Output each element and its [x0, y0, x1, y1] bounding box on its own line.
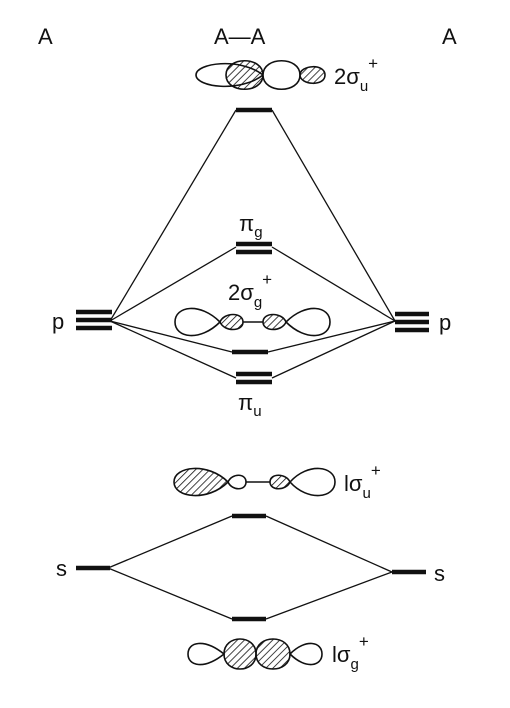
atom-a-right-label: A	[442, 24, 457, 49]
molecule-a2-label: A—A	[214, 24, 266, 49]
p-left-level	[76, 309, 112, 331]
pi-u-level	[236, 371, 272, 385]
sigma-2g-orbital-picture	[174, 307, 331, 337]
pi-g-level	[236, 241, 272, 255]
pi-g-label: πg	[239, 211, 263, 241]
p-left-label: p	[52, 309, 64, 334]
sigma-2g-label: 2σg+	[228, 270, 272, 311]
sigma-1g-orbital-picture	[187, 638, 323, 670]
s-left-label: s	[56, 556, 67, 581]
s-correlation-lines	[107, 515, 393, 620]
sigma-2u-orbital-picture	[195, 60, 326, 90]
sigma-1g-label: lσg+	[332, 632, 369, 673]
sigma-1u-label: lσu+	[344, 461, 381, 502]
pi-u-label: πu	[238, 390, 262, 420]
p-right-label: p	[439, 310, 451, 335]
atom-a-left-label: A	[38, 24, 53, 49]
s-right-label: s	[434, 561, 445, 586]
p-right-level	[395, 311, 429, 333]
sigma-2u-label: 2σu+	[334, 54, 378, 95]
sigma-1u-orbital-picture	[173, 467, 336, 497]
p-correlation-lines	[109, 109, 396, 379]
